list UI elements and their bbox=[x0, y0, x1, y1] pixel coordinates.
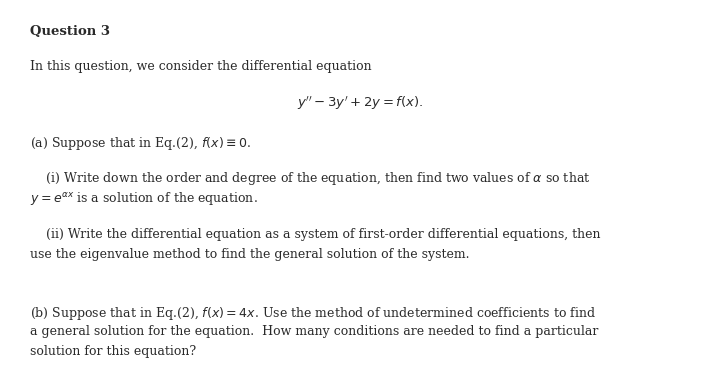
Text: (ii) Write the differential equation as a system of first-order differential equ: (ii) Write the differential equation as … bbox=[30, 228, 600, 241]
Text: use the eigenvalue method to find the general solution of the system.: use the eigenvalue method to find the ge… bbox=[30, 248, 469, 261]
Text: (b) Suppose that in Eq.(2), $f(x) = 4x$. Use the method of undetermined coeffici: (b) Suppose that in Eq.(2), $f(x) = 4x$.… bbox=[30, 305, 596, 322]
Text: solution for this equation?: solution for this equation? bbox=[30, 345, 196, 358]
Text: (a) Suppose that in Eq.(2), $f(x) \equiv 0$.: (a) Suppose that in Eq.(2), $f(x) \equiv… bbox=[30, 135, 251, 152]
Text: a general solution for the equation.  How many conditions are needed to find a p: a general solution for the equation. How… bbox=[30, 325, 598, 338]
Text: $y = e^{\alpha x}$ is a solution of the equation.: $y = e^{\alpha x}$ is a solution of the … bbox=[30, 190, 258, 207]
Text: (i) Write down the order and degree of the equation, then find two values of $\a: (i) Write down the order and degree of t… bbox=[30, 170, 590, 187]
Text: Question 3: Question 3 bbox=[30, 25, 110, 38]
Text: $y'' - 3y' + 2y = f(x).$: $y'' - 3y' + 2y = f(x).$ bbox=[297, 95, 423, 112]
Text: In this question, we consider the differential equation: In this question, we consider the differ… bbox=[30, 60, 372, 73]
